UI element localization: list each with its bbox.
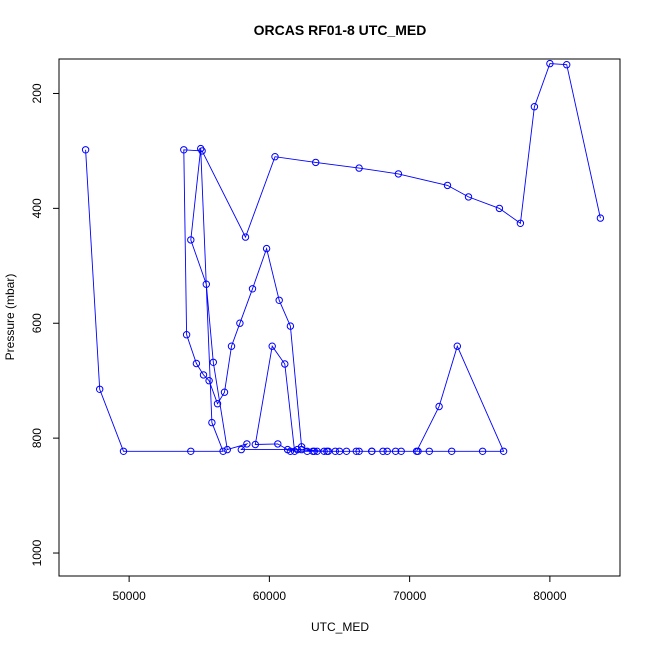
data-point [286, 322, 295, 330]
data-point [379, 447, 387, 455]
data-point [290, 447, 299, 455]
y-tick-label: 200 [30, 83, 44, 103]
data-point [243, 440, 251, 448]
data-point [182, 331, 191, 339]
data-point [425, 447, 433, 455]
data-point [96, 385, 104, 393]
data-point [394, 170, 403, 178]
data-point [119, 447, 128, 455]
data-point [464, 193, 473, 201]
data-point [275, 296, 283, 304]
data-point [248, 285, 257, 293]
data-point [223, 445, 232, 454]
data-point [355, 447, 363, 455]
data-point [268, 342, 276, 350]
data-point [453, 342, 461, 350]
series-layer [81, 59, 605, 455]
y-tick-label: 800 [30, 428, 44, 448]
data-point [355, 164, 363, 172]
data-point [331, 447, 339, 455]
data-point [499, 447, 508, 455]
data-point [383, 447, 391, 455]
data-point [516, 219, 525, 228]
data-point [199, 371, 208, 379]
data-point [236, 319, 244, 327]
data-point [198, 147, 206, 155]
data-point [313, 447, 321, 455]
x-tick-label: 80000 [533, 589, 567, 603]
data-point [546, 59, 554, 68]
data-point [219, 447, 227, 455]
chart-title: ORCAS RF01-8 UTC_MED [254, 22, 427, 38]
data-point [391, 447, 400, 455]
series-line [85, 63, 601, 452]
data-point [205, 377, 213, 385]
data-point [309, 447, 317, 455]
x-tick-label: 50000 [112, 589, 146, 603]
data-point [187, 447, 195, 455]
y-axis: 200 400 600 800 1000 [30, 83, 59, 566]
data-point [220, 388, 229, 396]
data-point [241, 233, 250, 241]
data-point [478, 447, 487, 455]
y-tick-label: 1000 [30, 539, 44, 566]
data-point [563, 60, 571, 69]
x-tick-label: 70000 [393, 589, 427, 603]
data-point [187, 236, 195, 244]
data-point [443, 181, 452, 190]
y-tick-label: 400 [30, 198, 44, 218]
data-point [368, 447, 376, 455]
x-axis: 50000 60000 70000 80000 [112, 576, 567, 603]
data-point [448, 447, 456, 455]
data-point [297, 443, 306, 451]
plot-frame [58, 58, 621, 577]
data-point [227, 342, 236, 350]
data-point [596, 214, 605, 222]
y-tick-label: 600 [30, 313, 44, 333]
data-point [213, 400, 222, 408]
data-point [335, 447, 344, 455]
data-point [208, 418, 216, 427]
data-point [237, 445, 246, 454]
data-point [286, 447, 295, 455]
data-point [530, 103, 539, 111]
data-point [192, 359, 201, 368]
data-point [271, 153, 279, 161]
data-point [81, 146, 90, 154]
x-axis-label: UTC_MED [311, 620, 369, 634]
data-point [352, 447, 360, 455]
y-axis-label: Pressure (mbar) [3, 274, 17, 361]
data-point [342, 447, 351, 455]
data-point [281, 360, 289, 368]
data-point [202, 280, 211, 288]
data-point [251, 440, 260, 449]
data-point [209, 358, 218, 366]
data-point [320, 447, 328, 455]
data-point [303, 447, 311, 455]
data-point [397, 447, 405, 455]
data-point [180, 146, 188, 154]
data-point [412, 447, 421, 455]
data-point [312, 158, 320, 167]
x-tick-label: 60000 [253, 589, 287, 603]
data-point [435, 402, 443, 411]
data-point [324, 447, 332, 455]
data-point [274, 440, 282, 448]
data-point [262, 244, 271, 253]
data-point [495, 204, 504, 213]
